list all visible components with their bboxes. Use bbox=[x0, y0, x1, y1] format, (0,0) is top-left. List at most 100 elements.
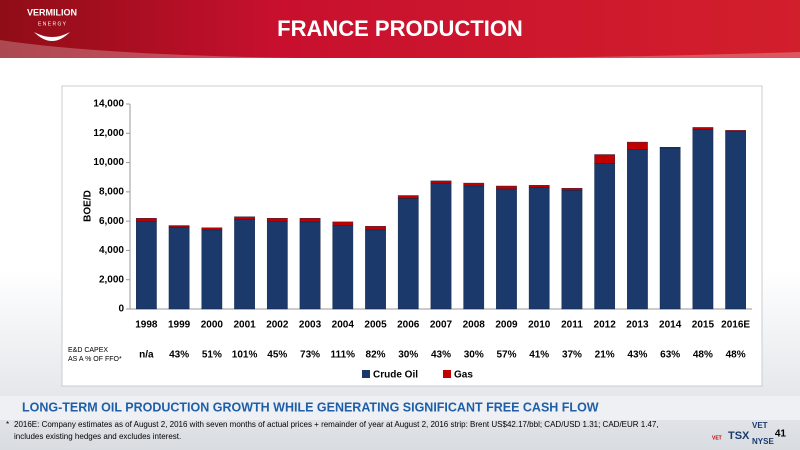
exchange-vet: VET bbox=[712, 435, 722, 441]
bar-segment bbox=[365, 226, 386, 231]
x-tick-label: 2007 bbox=[430, 320, 453, 331]
bar-segment bbox=[266, 220, 288, 310]
x-tick-label: 2004 bbox=[332, 320, 355, 331]
bar-segment bbox=[332, 221, 354, 226]
table-value: 73% bbox=[300, 350, 320, 361]
bar-segment bbox=[201, 229, 223, 310]
headline: LONG-TERM OIL PRODUCTION GROWTH WHILE GE… bbox=[22, 400, 599, 414]
bar-segment bbox=[397, 195, 419, 199]
table-value: 51% bbox=[202, 350, 222, 361]
logo-name: VERMILION bbox=[27, 7, 77, 17]
y-tick-label: 8,000 bbox=[99, 186, 124, 197]
slide-title: FRANCE PRODUCTION bbox=[277, 16, 523, 41]
x-tick-label: 2015 bbox=[692, 320, 715, 331]
x-tick-label: 2003 bbox=[299, 320, 322, 331]
bar-segment bbox=[561, 190, 583, 310]
y-tick-label: 0 bbox=[118, 304, 124, 315]
legend-swatch bbox=[362, 370, 370, 378]
footnote: 2016E: Company estimates as of August 2,… bbox=[14, 420, 659, 429]
logo-sub: E N E R G Y bbox=[38, 21, 67, 27]
bar-segment bbox=[692, 129, 714, 310]
x-tick-label: 2001 bbox=[233, 320, 256, 331]
x-tick-label: 2011 bbox=[561, 320, 583, 331]
x-tick-label: 2006 bbox=[397, 320, 420, 331]
y-tick-label: 12,000 bbox=[93, 128, 124, 139]
y-tick-label: 4,000 bbox=[99, 245, 124, 256]
bar-segment bbox=[496, 185, 517, 190]
table-value: 43% bbox=[431, 350, 451, 361]
x-tick-label: 2012 bbox=[594, 320, 617, 331]
bar-segment bbox=[136, 220, 157, 310]
table-row-label: E&D CAPEX bbox=[68, 347, 108, 354]
bar-segment bbox=[528, 185, 550, 188]
table-value: 82% bbox=[366, 350, 386, 361]
x-tick-label: 2016E bbox=[721, 320, 750, 331]
exchange-nyse: NYSE bbox=[752, 437, 774, 446]
x-tick-label: 2014 bbox=[659, 320, 682, 331]
table-value: 21% bbox=[595, 350, 615, 361]
table-value: 57% bbox=[496, 350, 516, 361]
legend-label: Crude Oil bbox=[373, 370, 418, 381]
x-tick-label: 2000 bbox=[201, 320, 224, 331]
bar-segment bbox=[659, 147, 681, 310]
table-value: 37% bbox=[562, 350, 582, 361]
y-tick-label: 14,000 bbox=[93, 99, 124, 110]
legend-swatch bbox=[443, 370, 452, 378]
x-tick-label: 1999 bbox=[168, 320, 191, 331]
bar-segment bbox=[201, 227, 223, 231]
table-value: 43% bbox=[627, 350, 647, 361]
headline-band bbox=[0, 396, 800, 420]
bar-segment bbox=[594, 154, 616, 164]
bar-segment bbox=[463, 185, 485, 310]
bar-segment bbox=[299, 221, 321, 310]
bar-segment bbox=[430, 183, 452, 310]
bar-segment bbox=[561, 187, 583, 191]
table-value: 101% bbox=[232, 350, 258, 361]
table-value: 63% bbox=[660, 350, 680, 361]
x-tick-label: 2002 bbox=[266, 320, 289, 331]
table-value: 30% bbox=[464, 350, 484, 361]
table-value: 111% bbox=[331, 350, 356, 361]
table-value: 48% bbox=[726, 350, 746, 361]
bar-segment bbox=[627, 141, 648, 150]
bar-segment bbox=[725, 130, 746, 133]
bar-segment bbox=[234, 219, 255, 310]
x-tick-label: 2008 bbox=[463, 320, 486, 331]
bar-segment bbox=[332, 225, 354, 310]
bar-segment bbox=[234, 216, 255, 220]
bar-segment bbox=[463, 182, 485, 187]
header-swoosh bbox=[0, 40, 800, 59]
bar-segment bbox=[365, 229, 386, 310]
footnote-marker: * bbox=[6, 420, 9, 429]
bar-segment bbox=[725, 131, 746, 310]
header-band bbox=[0, 0, 800, 58]
bar-segment bbox=[594, 163, 616, 310]
bar-segment bbox=[430, 180, 452, 185]
bar-segment bbox=[136, 218, 157, 222]
table-value: 45% bbox=[267, 350, 287, 361]
legend-label: Gas bbox=[454, 370, 473, 381]
x-tick-label: 1998 bbox=[135, 320, 158, 331]
table-value: 41% bbox=[529, 350, 549, 361]
bar-segment bbox=[528, 187, 550, 310]
table-value: n/a bbox=[139, 350, 154, 361]
bar-segment bbox=[168, 226, 190, 310]
y-axis-title: BOE/D bbox=[83, 190, 94, 222]
y-tick-label: 10,000 bbox=[93, 157, 124, 168]
x-tick-label: 2005 bbox=[364, 320, 387, 331]
x-tick-label: 2010 bbox=[528, 320, 551, 331]
x-tick-label: 2009 bbox=[495, 320, 518, 331]
exchange-tsx: TSX bbox=[728, 430, 750, 442]
bar-segment bbox=[397, 198, 419, 310]
page-number: 41 bbox=[775, 429, 787, 440]
bar-segment bbox=[168, 225, 190, 228]
bar-segment bbox=[659, 146, 681, 149]
y-tick-label: 2,000 bbox=[99, 274, 124, 285]
bar-segment bbox=[266, 218, 288, 222]
bar-segment bbox=[627, 149, 648, 310]
table-row-label: AS A % OF FFO* bbox=[68, 356, 122, 363]
bar-segment bbox=[692, 127, 714, 130]
bar-segment bbox=[496, 188, 517, 310]
